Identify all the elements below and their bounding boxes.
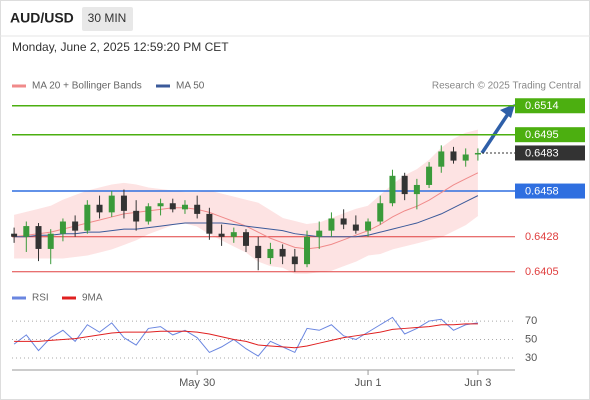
credit: Research © 2025 Trading Central: [432, 81, 581, 92]
candle-body: [291, 256, 298, 265]
level-box: [515, 183, 585, 199]
candle-body: [181, 204, 188, 210]
candle-body: [450, 151, 457, 161]
candle-body: [47, 233, 54, 249]
interval-badge: [82, 7, 133, 31]
candle-body: [462, 154, 469, 161]
candle-body: [413, 184, 420, 195]
forecast-arrow: [480, 113, 510, 154]
moving-average: [14, 195, 479, 238]
candle-body: [169, 203, 176, 210]
y-tick-label: 50: [525, 333, 537, 345]
symbol: AUD/USD: [10, 10, 74, 26]
level-label: 0.6428: [525, 231, 559, 243]
level-label: 0.6514: [525, 100, 559, 112]
candle-body: [218, 233, 225, 237]
legend-label: RSI: [32, 293, 49, 304]
candle-body: [72, 221, 79, 231]
candle-body: [340, 218, 347, 225]
candle-body: [365, 221, 372, 231]
candle-body: [23, 226, 30, 237]
legend-label: 9MA: [82, 293, 103, 304]
timestamp: Monday, June 2, 2025 12:59:20 PM CET: [12, 40, 229, 54]
candle-body: [401, 175, 408, 195]
y-tick-label: 70: [525, 315, 537, 327]
x-tick-label: Jun 1: [355, 377, 382, 389]
candle-body: [145, 206, 152, 222]
candle-body: [267, 248, 274, 259]
level-label: 0.6495: [525, 129, 559, 141]
candle-body: [316, 230, 323, 237]
candle-body: [230, 232, 237, 237]
candle-body: [133, 210, 140, 222]
x-tick-label: Jun 3: [464, 377, 491, 389]
candle-body: [157, 203, 164, 207]
level-box: [515, 127, 585, 143]
level-label: 0.6458: [525, 185, 559, 197]
level-box: [515, 98, 585, 114]
candle-body: [255, 245, 262, 259]
candle-body: [84, 204, 91, 231]
candle-body: [304, 236, 311, 265]
candle-body: [352, 224, 359, 231]
candle-body: [328, 218, 335, 231]
candle-body: [120, 195, 127, 211]
level-box: [515, 145, 585, 161]
candle-body: [59, 221, 66, 234]
candle-body: [243, 232, 249, 246]
legend-label: MA 20 + Bollinger Bands: [32, 81, 142, 92]
candle-body: [438, 151, 445, 167]
indicator-line: [14, 323, 478, 349]
candle-body: [206, 213, 213, 234]
band-upper: [13, 129, 479, 226]
candle-body: [11, 233, 18, 237]
legend-label: MA 50: [176, 81, 205, 92]
level-label: 0.6483: [525, 147, 559, 159]
level-label: 0.6405: [525, 266, 559, 278]
forecast-arrowhead: [500, 104, 515, 118]
candle-body: [108, 195, 115, 213]
candle-body: [35, 226, 42, 249]
candle-body: [377, 203, 384, 222]
candle-body: [474, 152, 481, 155]
candle-body: [96, 204, 103, 213]
x-tick-label: May 30: [179, 377, 215, 389]
candle-body: [389, 175, 396, 204]
candle-body: [426, 166, 433, 185]
y-tick-label: 30: [525, 352, 537, 364]
candle-body: [194, 204, 201, 214]
candle-body: [279, 248, 286, 257]
bollinger-band: [14, 130, 478, 274]
interval: 30 MIN: [88, 11, 127, 25]
